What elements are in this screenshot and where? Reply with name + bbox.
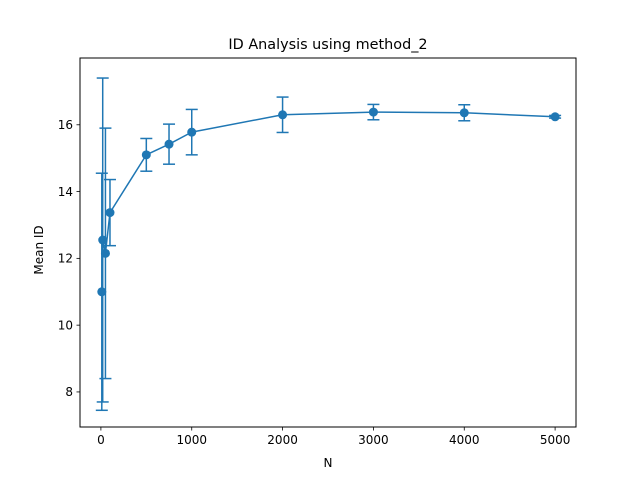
x-tick-label: 1000 — [176, 433, 207, 447]
y-axis-ticks: 8 10 12 14 16 — [58, 118, 80, 399]
x-tick-label: 3000 — [358, 433, 389, 447]
data-point — [97, 287, 107, 297]
y-axis-label: Mean ID — [32, 225, 46, 274]
x-tick-label: 5000 — [540, 433, 571, 447]
data-point — [141, 150, 151, 160]
data-point — [105, 208, 115, 218]
data-point — [368, 107, 378, 117]
x-axis-ticks: 0 1000 2000 3000 4000 5000 — [97, 427, 570, 447]
y-tick-label: 12 — [58, 252, 73, 266]
data-point — [550, 112, 560, 122]
data-point — [164, 139, 174, 149]
data-point — [278, 110, 288, 120]
x-tick-label: 4000 — [449, 433, 480, 447]
data-point — [100, 248, 110, 258]
data-point — [98, 235, 108, 245]
y-tick-label: 16 — [58, 118, 73, 132]
chart-title: ID Analysis using method_2 — [228, 37, 427, 53]
x-axis-label: N — [324, 456, 333, 470]
data-point — [187, 127, 197, 137]
x-tick-label: 2000 — [267, 433, 298, 447]
series-layer — [95, 77, 562, 412]
y-tick-label: 10 — [58, 318, 73, 332]
data-point — [459, 108, 469, 118]
plot-frame — [79, 57, 577, 428]
y-tick-label: 8 — [65, 385, 73, 399]
x-tick-label: 0 — [97, 433, 105, 447]
y-tick-label: 14 — [58, 185, 73, 199]
